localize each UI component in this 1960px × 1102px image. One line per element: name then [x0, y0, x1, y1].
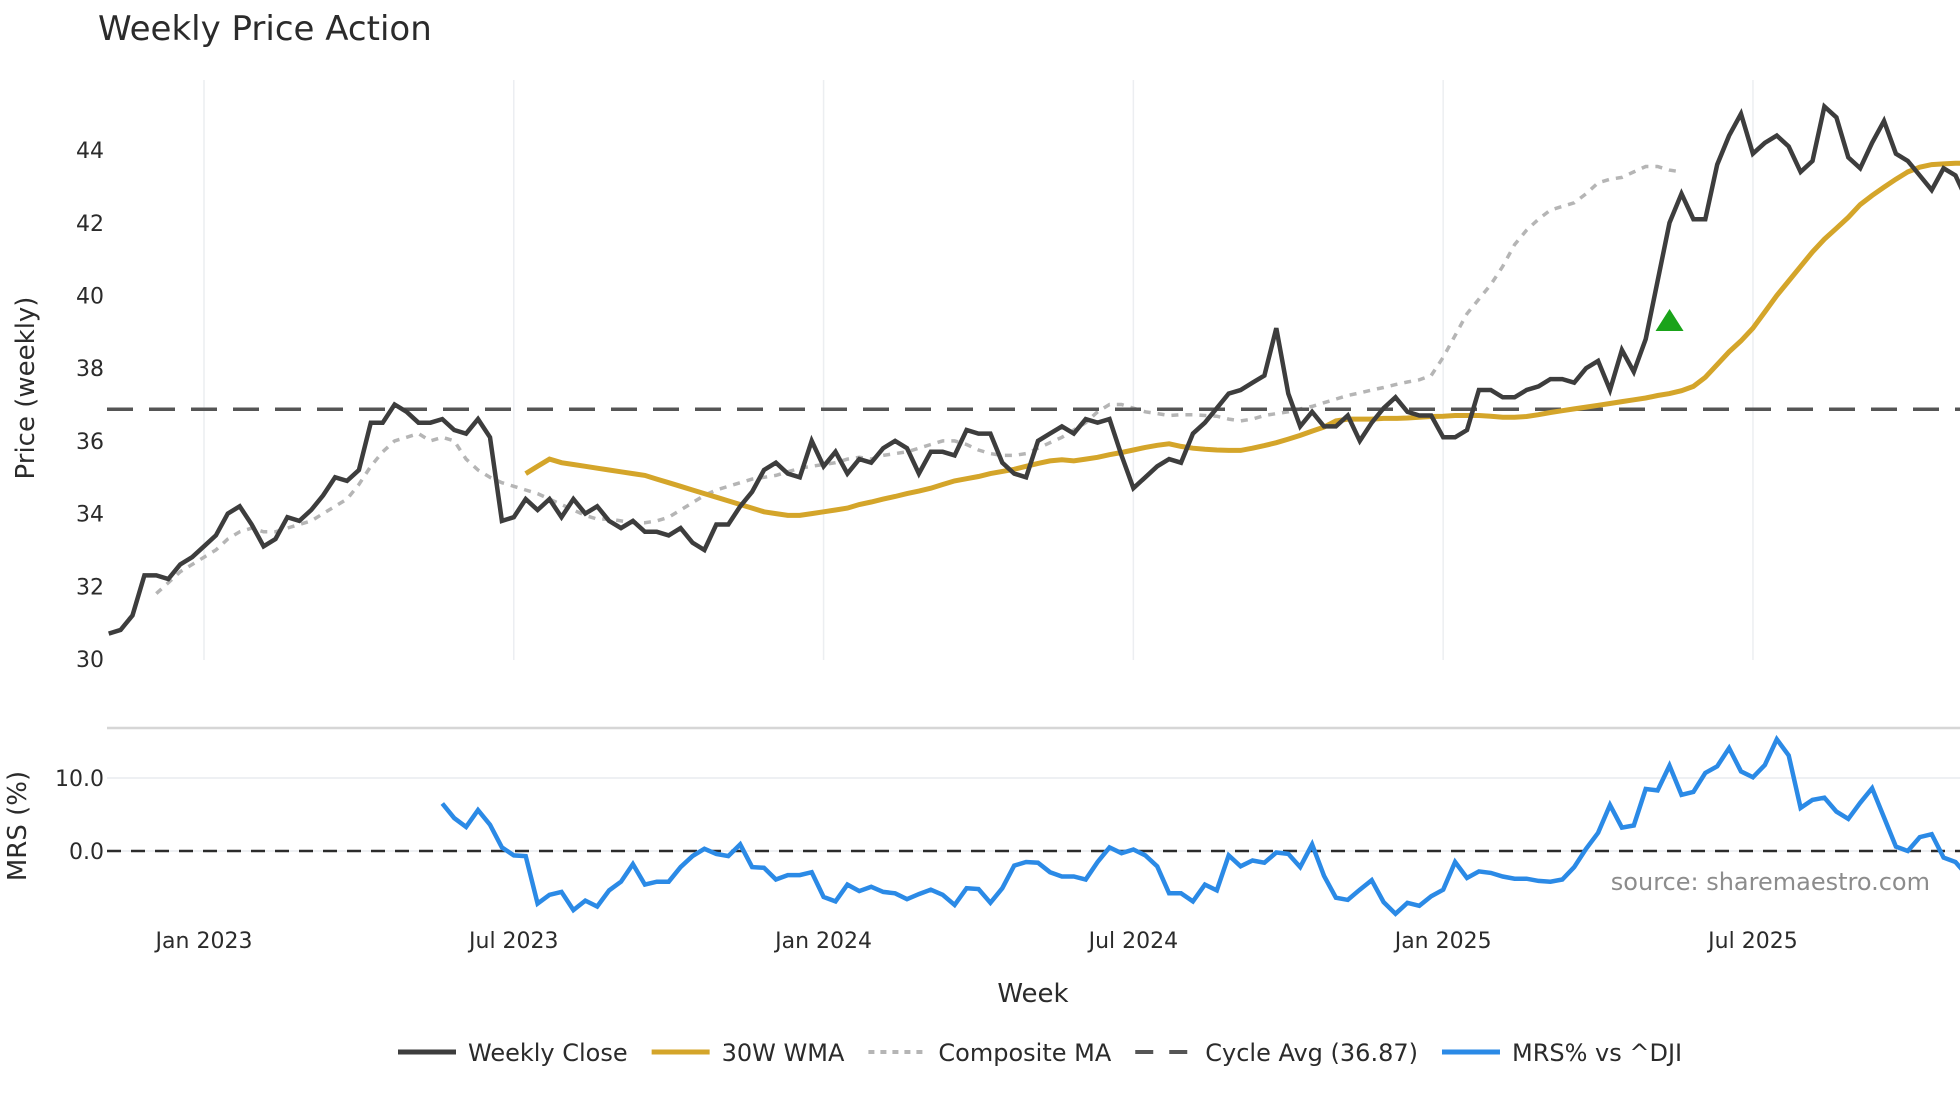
legend-label: Composite MA: [938, 1039, 1111, 1067]
legend-item: Weekly Close: [398, 1039, 628, 1067]
price-y-axis-label: Price (weekly): [11, 297, 41, 480]
x-axis-label: Week: [997, 979, 1068, 1009]
x-tick-label: Jul 2025: [1706, 929, 1798, 954]
legend-label: Weekly Close: [468, 1039, 628, 1067]
y-tick-label: 32: [76, 575, 104, 600]
series-composite-ma: [155, 164, 1682, 595]
x-axis: Jan 2023 Jul 2023 Jan 2024 Jul 2024 Jan 2025…: [154, 929, 1798, 954]
y-tick-label: 34: [76, 503, 104, 528]
source-annotation: source: sharemaestro.com: [1611, 868, 1930, 896]
y-tick-label: 36: [76, 430, 104, 455]
y-tick-label: 0.0: [69, 840, 104, 865]
x-tick-label: Jan 2024: [773, 929, 872, 954]
y-tick-label: 38: [76, 357, 104, 382]
x-tick-label: Jan 2025: [1393, 929, 1492, 954]
mrs-y-axis: 0.0 10.0: [55, 767, 104, 865]
mrs-y-axis-label: MRS (%): [3, 771, 33, 881]
y-tick-label: 40: [76, 285, 104, 310]
y-tick-label: 42: [76, 212, 104, 237]
buy-signal-triangle-icon: [1655, 308, 1684, 331]
x-tick-label: Jul 2024: [1087, 929, 1179, 954]
chart-title: Weekly Price Action: [98, 9, 432, 49]
x-tick-label: Jul 2023: [467, 929, 559, 954]
price-y-axis: 30 32 34 36 38 40 42 44: [76, 139, 104, 673]
legend-label: 30W WMA: [722, 1039, 845, 1067]
series-lines: [107, 102, 1960, 917]
legend-label: MRS% vs ^DJI: [1512, 1039, 1682, 1067]
legend-item: Composite MA: [868, 1039, 1112, 1067]
legend-item: Cycle Avg (36.87): [1135, 1039, 1418, 1067]
legend-item: 30W WMA: [651, 1039, 845, 1067]
y-tick-label: 10.0: [55, 767, 104, 792]
series-weekly-close: [108, 102, 1960, 636]
legend-label: Cycle Avg (36.87): [1205, 1039, 1418, 1067]
y-tick-label: 30: [76, 648, 104, 673]
series-mrs-vs-dji: [440, 734, 1960, 917]
legend-item: MRS% vs ^DJI: [1441, 1039, 1682, 1067]
series-30w-wma: [524, 160, 1960, 518]
y-tick-label: 44: [76, 139, 104, 164]
legend: Weekly Close 30W WMA Composite MA Cycle Avg…: [398, 1039, 1682, 1067]
signal-markers: [1655, 308, 1684, 331]
x-tick-label: Jan 2023: [154, 929, 253, 954]
